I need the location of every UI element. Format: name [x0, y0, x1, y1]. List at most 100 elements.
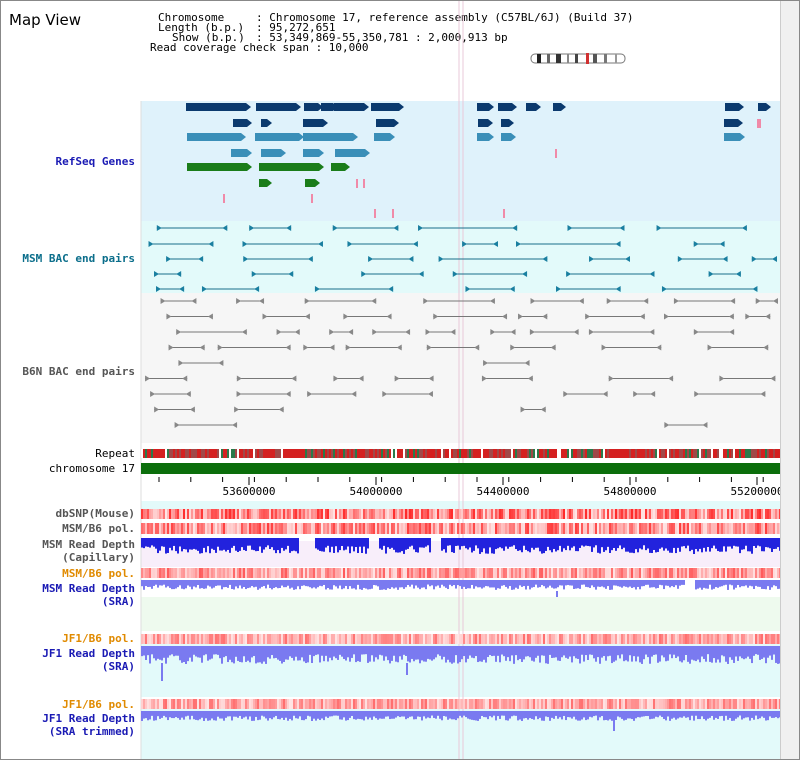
- msm-read-depth-cap-label[interactable]: MSM Read Depth: [42, 538, 135, 551]
- read-depth-bar: [303, 646, 305, 662]
- read-depth-bar: [763, 646, 765, 658]
- pol-density-cell: [291, 568, 293, 578]
- read-depth-bar: [649, 711, 651, 720]
- gene-strand-arrow: [296, 103, 301, 111]
- snp-density-cell: [211, 509, 213, 519]
- pol-density-cell: [715, 568, 717, 578]
- read-depth-bar: [543, 646, 545, 656]
- pol-density-cell: [267, 523, 269, 534]
- read-depth-bar: [243, 711, 245, 718]
- read-depth-bar: [349, 711, 351, 718]
- repeat-element: [397, 449, 399, 458]
- pol-density-cell: [257, 568, 259, 578]
- gene-strand-arrow: [267, 179, 272, 187]
- b6n-bac-label[interactable]: B6N BAC end pairs: [22, 365, 135, 378]
- pol-density-cell: [337, 634, 339, 644]
- pol-density-cell: [585, 634, 587, 644]
- read-depth-bar: [393, 711, 395, 719]
- genome-tracks-canvas[interactable]: [1, 1, 783, 759]
- pol-density-cell: [183, 568, 185, 578]
- read-depth-bar: [755, 646, 757, 655]
- read-depth-bar: [673, 580, 675, 588]
- pol-density-cell: [771, 523, 773, 534]
- read-depth-bar: [347, 711, 349, 721]
- snp-density-cell: [663, 509, 665, 519]
- pol-density-cell: [769, 568, 771, 578]
- pol-density-cell: [527, 568, 529, 578]
- msm-b6-pol-2-label[interactable]: MSM/B6 pol.: [62, 567, 135, 580]
- pol-density-cell: [281, 568, 283, 578]
- pol-density-cell: [171, 699, 173, 709]
- pol-density-cell: [241, 523, 243, 534]
- repeat-element: [307, 449, 309, 458]
- pol-density-cell: [213, 634, 215, 644]
- read-depth-bar: [585, 646, 587, 656]
- pol-density-cell: [623, 634, 625, 644]
- repeat-element: [197, 449, 199, 458]
- read-depth-bar: [395, 711, 397, 718]
- pol-density-cell: [375, 568, 377, 578]
- jf1-b6-pol-2-label[interactable]: JF1/B6 pol.: [62, 698, 135, 711]
- jf1-b6-pol-label[interactable]: JF1/B6 pol.: [62, 632, 135, 645]
- pol-density-cell: [693, 523, 695, 534]
- b6n-end-marker: [608, 375, 614, 382]
- pol-density-cell: [757, 568, 759, 578]
- read-depth-bar: [365, 711, 367, 717]
- pol-density-cell: [547, 568, 549, 578]
- pol-density-cell: [725, 568, 727, 578]
- pol-density-cell: [187, 634, 189, 644]
- snp-density-cell: [525, 509, 527, 519]
- dbsnp-label[interactable]: dbSNP(Mouse): [55, 507, 135, 520]
- refseq-genes-label[interactable]: RefSeq Genes: [55, 155, 135, 168]
- pol-density-cell: [611, 634, 613, 644]
- pol-density-cell: [545, 699, 547, 709]
- read-depth-bar: [487, 580, 489, 587]
- pol-density-cell: [477, 699, 479, 709]
- pol-density-cell: [145, 568, 147, 578]
- read-depth-bar: [741, 538, 743, 550]
- pol-density-cell: [395, 634, 397, 644]
- chromosome-ideogram[interactable]: [529, 53, 629, 65]
- pol-density-cell: [529, 523, 531, 534]
- snp-density-cell: [561, 509, 563, 519]
- read-depth-bar: [705, 711, 707, 721]
- pol-density-cell: [673, 523, 675, 534]
- read-depth-bar: [753, 711, 755, 720]
- pol-density-cell: [531, 699, 533, 709]
- jf1-read-depth-label[interactable]: JF1 Read Depth: [42, 647, 135, 660]
- snp-density-cell: [741, 509, 743, 519]
- pol-density-cell: [679, 634, 681, 644]
- pol-density-cell: [771, 568, 773, 578]
- msm-read-depth-sra-label[interactable]: MSM Read Depth: [42, 582, 135, 595]
- vertical-scrollbar[interactable]: [780, 1, 799, 759]
- pol-density-cell: [561, 634, 563, 644]
- repeat-element: [211, 449, 213, 458]
- read-depth-bar: [205, 580, 207, 589]
- pol-density-cell: [515, 634, 517, 644]
- snp-density-cell: [159, 509, 161, 519]
- msm-bac-label[interactable]: MSM BAC end pairs: [22, 252, 135, 265]
- pol-density-cell: [599, 523, 601, 534]
- pol-density-cell: [331, 634, 333, 644]
- chromosome-value: : Chromosome 17, reference assembly (C57…: [256, 11, 634, 24]
- pol-density-cell: [319, 634, 321, 644]
- pol-density-cell: [205, 568, 207, 578]
- snp-density-cell: [251, 509, 253, 519]
- pol-density-cell: [431, 523, 433, 534]
- read-depth-bar: [259, 711, 261, 720]
- read-depth-bar: [697, 711, 699, 720]
- read-depth-bar: [295, 711, 297, 719]
- pol-density-cell: [645, 523, 647, 534]
- jf1-trim-label[interactable]: JF1 Read Depth: [42, 712, 135, 725]
- pol-density-cell: [397, 634, 399, 644]
- read-depth-bar: [659, 711, 661, 716]
- repeat-element: [257, 449, 259, 458]
- repeat-element: [359, 449, 361, 458]
- read-depth-bar: [225, 711, 227, 718]
- snp-density-cell: [377, 509, 379, 519]
- repeat-element: [613, 449, 615, 458]
- snp-density-cell: [361, 509, 363, 519]
- read-depth-bar: [245, 711, 247, 717]
- msm-b6-pol-label[interactable]: MSM/B6 pol.: [62, 522, 135, 535]
- read-depth-bar: [587, 646, 589, 660]
